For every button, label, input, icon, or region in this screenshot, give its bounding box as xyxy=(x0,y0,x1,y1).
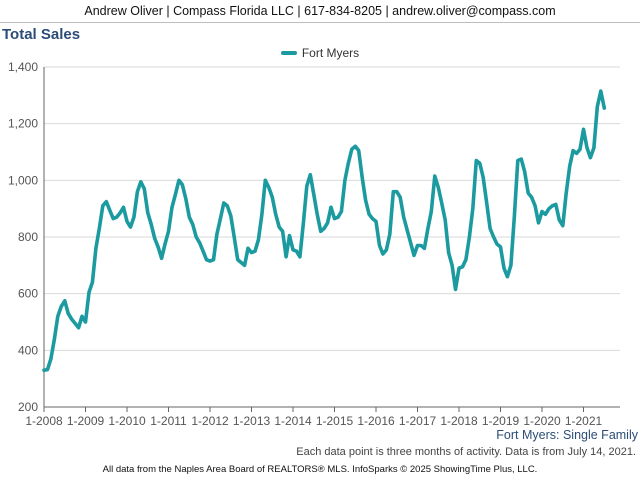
chart-legend[interactable]: Fort Myers xyxy=(0,46,640,60)
x-tick-label: 1-2021 xyxy=(565,414,603,428)
x-tick-label: 1-2018 xyxy=(440,414,478,428)
y-tick-label: 1,400 xyxy=(8,60,38,74)
chart-title: Total Sales xyxy=(2,26,81,43)
series-line-0 xyxy=(42,89,607,373)
x-tick-label: 1-2020 xyxy=(523,414,561,428)
contact-header: Andrew Oliver | Compass Florida LLC | 61… xyxy=(0,0,640,23)
x-tick-label: 1-2016 xyxy=(357,414,395,428)
x-tick-label: 1-2010 xyxy=(108,414,146,428)
x-tick-label: 1-2011 xyxy=(150,414,187,428)
y-tick-label: 200 xyxy=(18,400,38,414)
x-tick-label: 1-2017 xyxy=(399,414,437,428)
x-tick-label: 1-2009 xyxy=(67,414,105,428)
y-tick-label: 600 xyxy=(18,287,38,301)
series-layer xyxy=(42,89,607,373)
y-tick-label: 1,200 xyxy=(8,117,38,131)
y-tick-label: 800 xyxy=(18,230,38,244)
contact-text: Andrew Oliver | Compass Florida LLC | 61… xyxy=(84,4,556,18)
x-tick-label: 1-2019 xyxy=(482,414,520,428)
source-footer: All data from the Naples Area Board of R… xyxy=(102,464,538,475)
x-tick-label: 1-2014 xyxy=(274,414,312,428)
x-tick-label: 1-2008 xyxy=(25,414,63,428)
x-tick-label: 1-2015 xyxy=(316,414,354,428)
y-tick-label: 1,000 xyxy=(8,173,38,187)
chart-subtitle: Fort Myers: Single Family xyxy=(496,428,638,442)
legend-swatch xyxy=(280,50,297,55)
legend-label: Fort Myers xyxy=(301,46,360,60)
y-tick-label: 400 xyxy=(18,343,38,357)
x-tick-label: 1-2013 xyxy=(233,414,271,428)
x-tick-label: 1-2012 xyxy=(191,414,229,428)
data-note: Each data point is three months of activ… xyxy=(296,446,636,458)
